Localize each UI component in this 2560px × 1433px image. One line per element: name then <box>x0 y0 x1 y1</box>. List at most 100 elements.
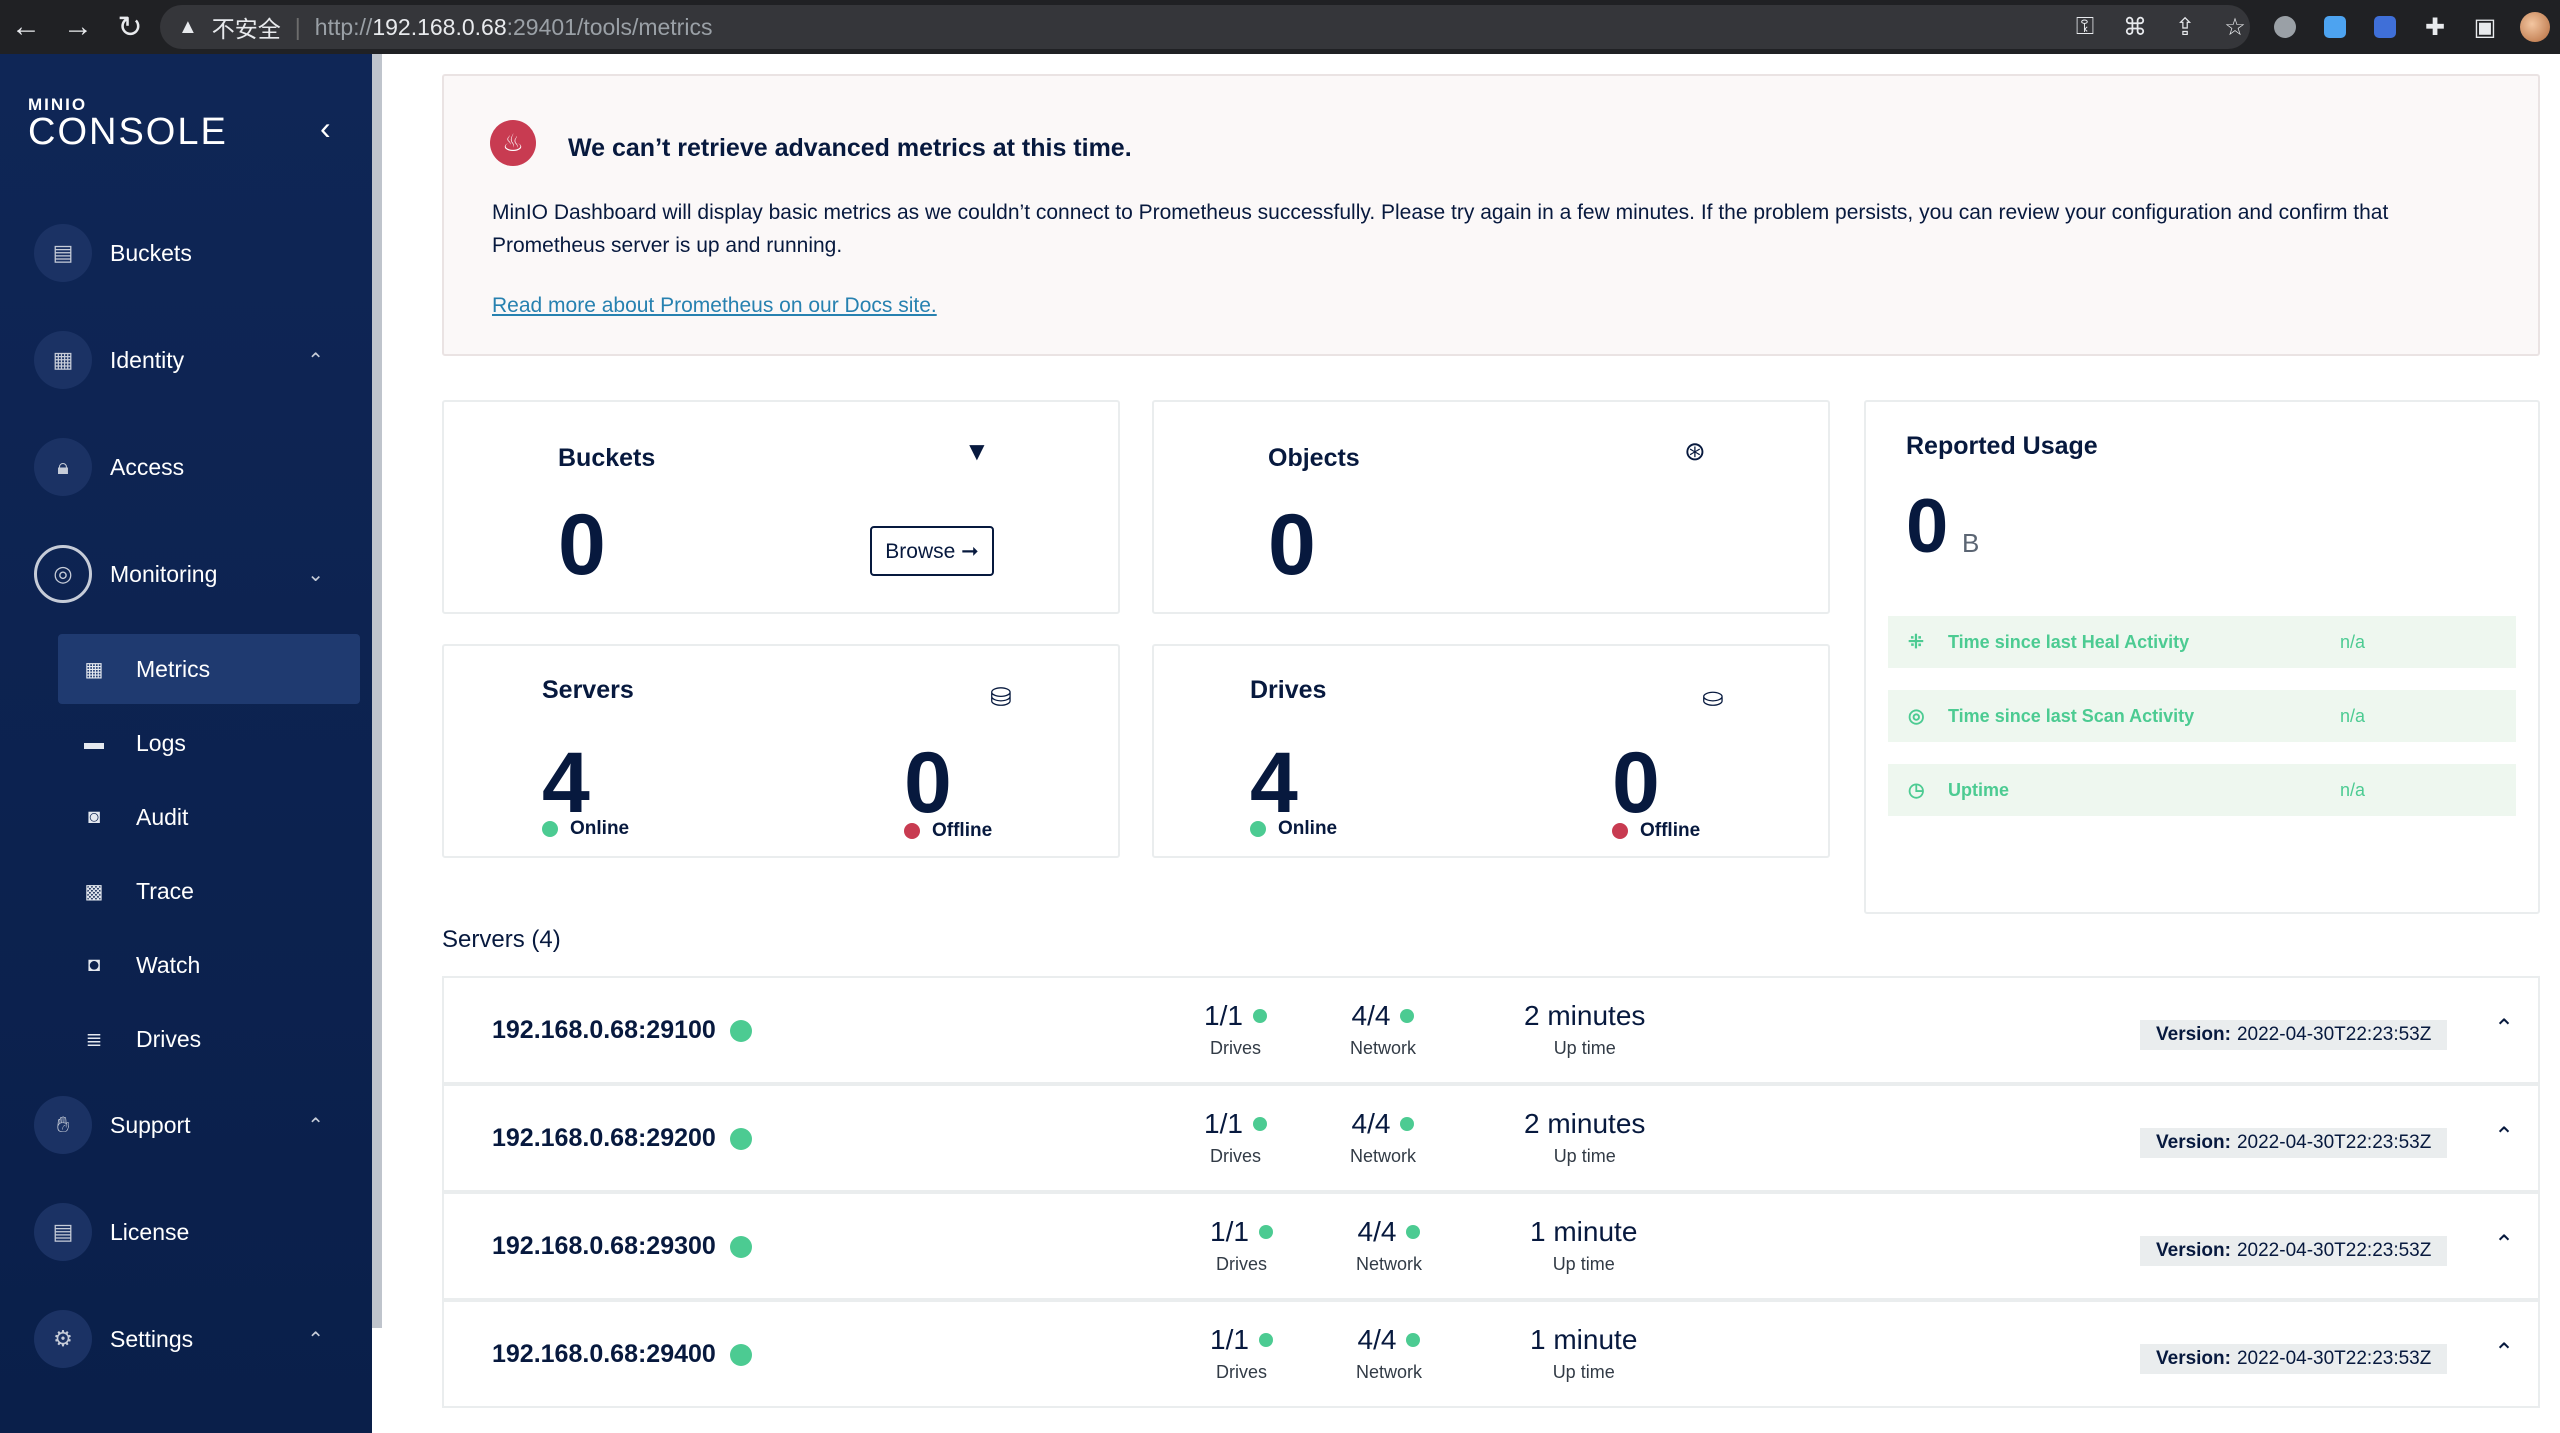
address-bar[interactable]: ▲ 不安全 | http:// 192.168.0.68 :29401/tool… <box>160 5 2250 49</box>
server-icon: ⛁ <box>990 682 1012 712</box>
key-icon[interactable]: ⚿ <box>2075 13 2095 40</box>
alert-text: MinIO Dashboard will display basic metri… <box>492 201 2389 257</box>
server-uptime-metric: 1 minute Up time <box>1530 1216 1638 1274</box>
servers-offline-count: 0 <box>904 735 952 831</box>
sidebar-item-label: Identity <box>110 346 185 373</box>
logs-icon: ▬ <box>84 731 104 754</box>
trace-icon: ▩ <box>84 880 104 903</box>
sidebar-item-access[interactable]: 🔒︎ Access <box>34 436 354 498</box>
server-drives-metric: 1/1 Drives <box>1210 1324 1273 1383</box>
sidebar-scrollbar[interactable] <box>372 54 382 1328</box>
sidebar-item-label: Trace <box>136 877 194 904</box>
objects-icon: ⊛ <box>1684 436 1706 466</box>
offline-dot <box>1612 823 1628 839</box>
chevron-up-icon[interactable]: ⌃ <box>2494 1123 2515 1150</box>
sidebar-item-watch[interactable]: ◘ Watch <box>58 930 360 1000</box>
translate-icon[interactable]: ⌘ <box>2123 13 2147 41</box>
servers-online-count: 4 <box>542 735 590 831</box>
sidebar-item-metrics[interactable]: ▦ Metrics <box>58 634 360 704</box>
prometheus-docs-link[interactable]: Read more about Prometheus on our Docs s… <box>492 294 937 317</box>
bucket-icon: ▤ <box>34 224 92 282</box>
url-scheme: http:// <box>314 13 373 40</box>
gear-icon: ⚙ <box>34 1310 92 1368</box>
buckets-count: 0 <box>558 497 606 593</box>
server-network-metric: 4/4 Network <box>1350 1000 1417 1058</box>
drives-online-count: 4 <box>1250 735 1298 831</box>
objects-title: Objects <box>1268 444 1360 472</box>
extension-blue-icon[interactable] <box>2310 0 2360 54</box>
drives-offline-status: Offline <box>1612 820 1700 842</box>
server-row[interactable]: 192.168.0.68:29400 1/1 Drives 4/4 Networ… <box>442 1300 2540 1408</box>
share-icon[interactable]: ⇪ <box>2174 13 2196 41</box>
server-drives-metric: 1/1 Drives <box>1204 1108 1267 1167</box>
servers-title: Servers <box>542 676 634 704</box>
server-name: 192.168.0.68:29100 <box>492 1016 752 1045</box>
online-dot <box>542 821 558 837</box>
drives-title: Drives <box>1250 676 1327 704</box>
star-icon[interactable]: ☆ <box>2224 13 2246 41</box>
puzzle-icon[interactable]: ✚ <box>2424 13 2446 41</box>
back-icon[interactable]: ← <box>11 10 41 43</box>
insecure-label: 不安全 <box>211 16 281 42</box>
buckets-title: Buckets <box>558 444 656 472</box>
extension-docs-icon[interactable] <box>2360 0 2410 54</box>
server-version-badge: Version: 2022-04-30T22:23:53Z <box>2140 1128 2448 1158</box>
sidebar-item-support[interactable]: ✋︎ Support ⌃ <box>34 1094 354 1156</box>
servers-heading: Servers (4) <box>442 926 561 953</box>
server-name: 192.168.0.68:29300 <box>492 1232 752 1261</box>
warning-icon[interactable]: ▲ <box>178 15 198 38</box>
chevron-up-icon[interactable]: ⌃ <box>2494 1339 2515 1366</box>
sidebar-item-trace[interactable]: ▩ Trace <box>58 856 360 926</box>
sidebar-item-settings[interactable]: ⚙ Settings ⌃ <box>34 1308 354 1370</box>
server-row[interactable]: 192.168.0.68:29200 1/1 Drives 4/4 Networ… <box>442 1084 2540 1192</box>
main-content: ♨ We can’t retrieve advanced metrics at … <box>382 54 2560 1433</box>
sidebar-item-buckets[interactable]: ▤ Buckets <box>34 222 354 284</box>
sidebar-item-audit[interactable]: ◙ Audit <box>58 782 360 852</box>
objects-card: Objects ⊛ 0 <box>1152 400 1830 614</box>
drives-offline-count: 0 <box>1612 735 1660 831</box>
chevron-up-icon: ⌃ <box>307 1114 324 1137</box>
license-icon: ▤ <box>34 1203 92 1261</box>
sidebar-item-monitoring[interactable]: ◎ Monitoring ⌄ <box>34 543 354 605</box>
objects-count: 0 <box>1268 497 1316 593</box>
browse-button[interactable]: Browse ➞ <box>870 526 994 576</box>
drive-icon: ⛀ <box>1702 682 1724 712</box>
server-row[interactable]: 192.168.0.68:29300 1/1 Drives 4/4 Networ… <box>442 1192 2540 1300</box>
sidebar-item-license[interactable]: ▤ License <box>34 1201 354 1263</box>
profile-avatar[interactable] <box>2510 0 2560 54</box>
heal-activity-row: ⁜ Time since last Heal Activity n/a <box>1888 616 2516 668</box>
server-network-metric: 4/4 Network <box>1350 1108 1417 1166</box>
server-version-badge: Version: 2022-04-30T22:23:53Z <box>2140 1344 2448 1374</box>
server-version-badge: Version: 2022-04-30T22:23:53Z <box>2140 1020 2448 1050</box>
sidebar-item-label: Metrics <box>136 655 211 682</box>
audit-icon: ◙ <box>87 805 101 828</box>
sidepanel-icon[interactable]: ▣ <box>2473 13 2497 41</box>
server-drives-metric: 1/1 Drives <box>1204 1000 1267 1059</box>
extension-globe-icon[interactable] <box>2260 0 2310 54</box>
server-version-badge: Version: 2022-04-30T22:23:53Z <box>2140 1236 2448 1266</box>
chevron-up-icon[interactable]: ⌃ <box>2494 1231 2515 1258</box>
server-status-dot <box>729 1127 752 1150</box>
reload-icon[interactable]: ↻ <box>117 10 143 44</box>
chevron-up-icon[interactable]: ⌃ <box>2494 1015 2515 1042</box>
sidebar-item-label: Monitoring <box>110 560 218 587</box>
lock-icon: 🔒︎ <box>34 438 92 496</box>
server-network-metric: 4/4 Network <box>1356 1216 1423 1274</box>
usage-unit: B <box>1962 528 1980 558</box>
server-name: 192.168.0.68:29200 <box>492 1124 752 1153</box>
drives-online-status: Online <box>1250 818 1337 840</box>
collapse-sidebar-icon[interactable]: ‹ <box>320 110 331 146</box>
monitoring-icon: ◎ <box>34 545 92 603</box>
forward-icon[interactable]: → <box>63 10 93 43</box>
sidebar: MINIO CONSOLE ‹ ▤ Buckets ▦ Identity ⌃ 🔒… <box>0 54 372 1433</box>
sidebar-item-drives[interactable]: ≣ Drives <box>58 1004 360 1074</box>
sidebar-item-identity[interactable]: ▦ Identity ⌃ <box>34 329 354 391</box>
minio-logo[interactable]: MINIO CONSOLE <box>28 95 228 153</box>
server-row[interactable]: 192.168.0.68:29100 1/1 Drives 4/4 Networ… <box>442 976 2540 1084</box>
prometheus-alert: ♨ We can’t retrieve advanced metrics at … <box>442 74 2540 356</box>
sidebar-item-logs[interactable]: ▬ Logs <box>58 708 360 778</box>
server-status-dot <box>729 1343 752 1366</box>
chevron-down-icon: ⌄ <box>307 563 324 586</box>
sidebar-item-label: License <box>110 1218 190 1245</box>
sidebar-item-label: Buckets <box>110 239 192 266</box>
